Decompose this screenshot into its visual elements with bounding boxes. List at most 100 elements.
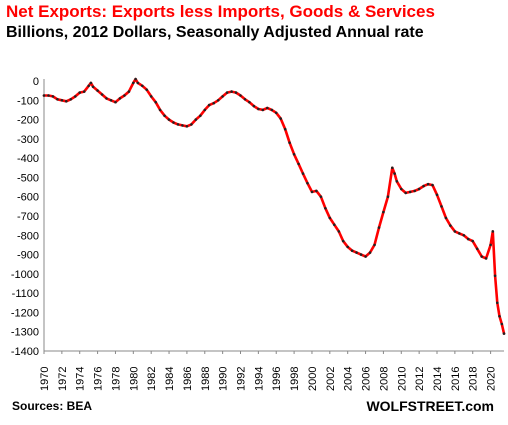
data-point bbox=[368, 251, 372, 254]
data-point bbox=[350, 249, 354, 252]
data-point bbox=[65, 100, 68, 103]
data-point bbox=[216, 99, 220, 102]
x-tick-label: 2004 bbox=[343, 367, 355, 391]
y-tick-label: -600 bbox=[17, 192, 39, 204]
data-point bbox=[283, 127, 287, 131]
y-tick-label: -800 bbox=[17, 230, 39, 242]
y-tick-label: -1100 bbox=[12, 288, 39, 300]
y-tick-label: -1400 bbox=[11, 346, 39, 358]
data-point bbox=[395, 180, 399, 183]
data-point bbox=[248, 100, 251, 104]
y-tick-label: -400 bbox=[17, 153, 39, 165]
data-point bbox=[105, 97, 108, 100]
data-point bbox=[114, 100, 117, 104]
data-point bbox=[230, 90, 233, 93]
data-point bbox=[288, 141, 291, 144]
data-point bbox=[324, 207, 327, 210]
data-point bbox=[212, 101, 215, 105]
plot-area bbox=[42, 77, 506, 335]
data-point bbox=[172, 121, 175, 124]
data-point bbox=[154, 100, 157, 104]
data-point bbox=[333, 223, 336, 226]
data-point bbox=[444, 216, 448, 220]
data-point bbox=[243, 98, 247, 101]
data-point bbox=[141, 84, 144, 88]
y-tick-label: -1300 bbox=[11, 327, 39, 339]
data-point bbox=[136, 81, 140, 85]
data-point bbox=[301, 172, 305, 175]
data-point bbox=[109, 99, 113, 102]
data-point bbox=[47, 94, 50, 97]
x-tick-label: 1988 bbox=[200, 367, 212, 391]
brand-logo-text: WOLFSTREET.com bbox=[366, 398, 494, 414]
data-point bbox=[408, 190, 412, 194]
data-point bbox=[496, 301, 499, 305]
y-tick-label: -1200 bbox=[11, 307, 39, 319]
data-point bbox=[310, 190, 314, 194]
x-tick-label: 2008 bbox=[378, 367, 390, 391]
x-tick-label: 1990 bbox=[218, 367, 230, 391]
y-tick-label: -500 bbox=[17, 172, 39, 184]
x-tick-label: 2014 bbox=[432, 367, 444, 391]
data-point bbox=[149, 95, 153, 98]
data-point bbox=[89, 81, 93, 85]
data-point bbox=[270, 108, 274, 112]
data-point bbox=[42, 94, 46, 97]
data-point bbox=[100, 93, 104, 96]
data-point bbox=[315, 189, 318, 193]
x-tick-label: 1970 bbox=[39, 367, 51, 391]
x-tick-label: 2000 bbox=[307, 367, 319, 391]
x-tick-label: 2006 bbox=[361, 367, 373, 391]
y-tick-label: -900 bbox=[17, 250, 39, 262]
data-point bbox=[386, 195, 390, 198]
x-tick-label: 2012 bbox=[414, 367, 426, 391]
data-point bbox=[480, 255, 484, 258]
x-axis: 1970 1972 1974 1976 1978 1980 1982 1984 1986 1988… bbox=[39, 350, 504, 391]
data-point bbox=[69, 98, 73, 101]
data-point bbox=[225, 91, 229, 94]
series-line bbox=[42, 77, 506, 335]
data-point bbox=[134, 77, 137, 81]
data-point bbox=[181, 124, 184, 127]
data-point bbox=[493, 274, 497, 278]
data-point bbox=[422, 184, 425, 188]
data-point bbox=[234, 91, 238, 94]
data-point bbox=[78, 91, 81, 94]
data-point bbox=[199, 114, 202, 117]
y-tick-label: -100 bbox=[17, 95, 39, 107]
data-point bbox=[190, 123, 193, 126]
x-tick-label: 1978 bbox=[110, 367, 122, 391]
data-point bbox=[60, 99, 64, 102]
data-point bbox=[279, 117, 283, 120]
y-tick-label: -300 bbox=[17, 134, 39, 146]
x-tick-label: 1996 bbox=[271, 367, 283, 391]
data-point bbox=[56, 98, 59, 101]
data-point bbox=[87, 84, 90, 88]
data-point bbox=[82, 90, 86, 93]
data-point bbox=[449, 224, 452, 227]
data-point bbox=[292, 153, 296, 156]
data-point bbox=[158, 108, 162, 112]
x-tick-label: 1994 bbox=[253, 367, 265, 391]
data-point bbox=[261, 108, 265, 112]
y-tick-label: -1000 bbox=[11, 269, 39, 281]
data-point bbox=[373, 243, 376, 247]
data-point bbox=[475, 247, 479, 251]
x-tick-label: 2016 bbox=[450, 367, 462, 391]
data-point bbox=[194, 118, 198, 121]
data-point bbox=[51, 95, 55, 98]
data-point bbox=[74, 95, 77, 98]
data-point bbox=[306, 181, 309, 185]
data-point bbox=[257, 107, 260, 111]
data-point bbox=[132, 81, 135, 85]
data-point bbox=[471, 239, 475, 243]
chart-subtitle: Billions, 2012 Dollars, Seasonally Adjus… bbox=[6, 24, 424, 41]
data-point bbox=[328, 216, 332, 220]
data-point bbox=[440, 205, 443, 208]
x-tick-label: 1984 bbox=[164, 367, 176, 391]
data-point bbox=[417, 187, 421, 191]
x-tick-label: 1974 bbox=[75, 367, 87, 391]
data-point bbox=[266, 106, 269, 110]
data-point bbox=[484, 257, 488, 260]
